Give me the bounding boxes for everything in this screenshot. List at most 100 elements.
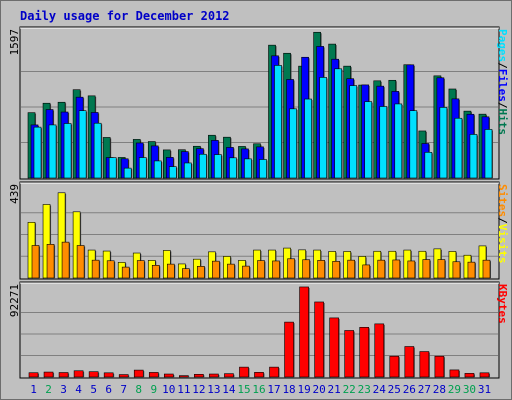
bar-sites bbox=[212, 260, 220, 279]
bar-pages bbox=[138, 157, 147, 179]
bar-kbytes bbox=[389, 355, 400, 378]
bar-kbytes bbox=[239, 366, 249, 378]
bar-sites bbox=[362, 264, 371, 279]
bar-pages bbox=[484, 129, 493, 179]
x-tick-label: 29 bbox=[448, 383, 461, 396]
x-tick-label: 15 bbox=[237, 383, 250, 396]
bar-pages bbox=[229, 157, 237, 179]
legend-item: Pages bbox=[496, 29, 509, 62]
panel-kbytes: 92271 KBytes bbox=[8, 281, 509, 379]
x-tick-label: 6 bbox=[105, 383, 112, 396]
bar-kbytes bbox=[73, 370, 84, 378]
x-tick-label: 27 bbox=[418, 383, 431, 396]
bar-sites bbox=[257, 260, 265, 279]
bar-kbytes bbox=[404, 346, 415, 378]
bar-sites bbox=[392, 259, 401, 279]
bar-sites bbox=[482, 259, 491, 279]
x-tick-label: 5 bbox=[90, 383, 97, 396]
bar-kbytes bbox=[314, 301, 324, 378]
bar-sites bbox=[46, 244, 55, 279]
x-tick-label: 2 bbox=[45, 383, 52, 396]
bar-kbytes bbox=[88, 371, 99, 378]
bar-pages bbox=[199, 153, 207, 179]
bar-pages bbox=[274, 65, 282, 179]
bar-kbytes bbox=[179, 375, 189, 378]
bar-sites bbox=[467, 261, 476, 279]
panel-frame bbox=[19, 281, 500, 379]
bar-pages bbox=[123, 167, 132, 179]
bar-kbytes bbox=[434, 355, 445, 378]
x-tick-label: 21 bbox=[328, 383, 341, 396]
bar-pages bbox=[304, 98, 312, 179]
bar-kbytes bbox=[194, 373, 204, 378]
bar-kbytes bbox=[329, 317, 339, 378]
x-tick-label: 14 bbox=[222, 383, 236, 396]
bar-kbytes bbox=[103, 372, 114, 378]
bar-pages bbox=[424, 152, 433, 179]
x-tick-label: 20 bbox=[313, 383, 326, 396]
bar-sites bbox=[302, 259, 310, 279]
bar-kbytes bbox=[28, 372, 39, 378]
bar-kbytes bbox=[284, 321, 294, 378]
bar-sites bbox=[407, 260, 416, 279]
bar-pages bbox=[349, 85, 358, 179]
x-tick-label: 9 bbox=[150, 383, 157, 396]
bar-sites bbox=[287, 258, 295, 279]
x-tick-label: 13 bbox=[207, 383, 220, 396]
x-tick-label: 3 bbox=[60, 383, 67, 396]
x-tick-label: 22 bbox=[343, 383, 356, 396]
bar-pages bbox=[319, 77, 327, 179]
bar-kbytes bbox=[359, 327, 370, 378]
bar-pages bbox=[33, 126, 42, 179]
legend-item: KBytes bbox=[496, 284, 509, 324]
bar-sites bbox=[377, 259, 386, 279]
bar-kbytes bbox=[209, 373, 219, 378]
bar-pages bbox=[379, 106, 388, 179]
x-tick-label: 12 bbox=[192, 383, 205, 396]
x-tick-label: 19 bbox=[297, 383, 310, 396]
bar-pages bbox=[244, 158, 252, 179]
legend-item: / bbox=[496, 62, 509, 69]
bar-sites bbox=[197, 266, 205, 279]
bar-pages bbox=[364, 101, 373, 179]
bar-pages bbox=[214, 154, 222, 179]
bar-kbytes bbox=[299, 286, 309, 378]
bar-sites bbox=[61, 241, 70, 279]
x-tick-label: 18 bbox=[282, 383, 295, 396]
legend: Pages/Files/Hits bbox=[496, 29, 509, 135]
bar-pages bbox=[259, 159, 267, 179]
x-tick-label: 17 bbox=[267, 383, 280, 396]
bar-sites bbox=[76, 245, 85, 279]
bar-shadow bbox=[180, 376, 190, 378]
bar-pages bbox=[63, 123, 72, 179]
bar-kbytes bbox=[374, 323, 385, 378]
bar-kbytes bbox=[269, 366, 279, 378]
bar-sites bbox=[227, 263, 235, 279]
legend-item: / bbox=[496, 102, 509, 109]
legend: Sites/Visits bbox=[496, 184, 509, 264]
bar-sites bbox=[242, 265, 250, 279]
bar-sites bbox=[91, 259, 100, 279]
legend-item: Files bbox=[496, 69, 509, 102]
bar-pages bbox=[93, 122, 102, 179]
legend-item: Visits bbox=[496, 224, 509, 264]
y-max-label: 92271 bbox=[8, 284, 21, 317]
x-tick-label: 16 bbox=[252, 383, 265, 396]
bar-kbytes bbox=[254, 372, 264, 378]
bar-kbytes bbox=[224, 373, 234, 378]
bar-pages bbox=[78, 110, 87, 179]
bar-pages bbox=[469, 134, 478, 179]
x-tick-label: 23 bbox=[358, 383, 371, 396]
bar-kbytes bbox=[148, 372, 159, 378]
x-tick-label: 8 bbox=[135, 383, 142, 396]
x-tick-label: 31 bbox=[478, 383, 491, 396]
bar-pages bbox=[153, 160, 162, 179]
legend: KBytes bbox=[496, 284, 509, 324]
x-tick-label: 10 bbox=[162, 383, 175, 396]
bar-sites bbox=[136, 260, 145, 279]
x-tick-label: 1 bbox=[30, 383, 37, 396]
legend-item: Sites bbox=[496, 184, 509, 217]
panel-visits-sites: 439 Sites/Visits bbox=[8, 181, 509, 280]
bar-sites bbox=[272, 260, 280, 279]
